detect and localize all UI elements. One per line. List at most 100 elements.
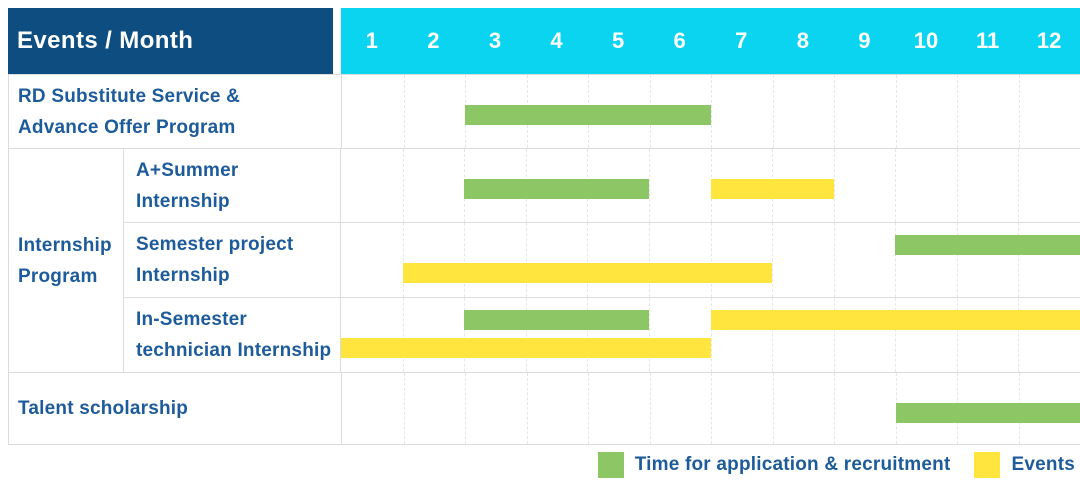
month-gridline — [833, 223, 835, 297]
month-gridline — [956, 298, 958, 372]
row-label-in-semester-technician: In-Semester technician Internship — [124, 298, 340, 372]
month-gridline — [711, 373, 712, 444]
month-label: 12 — [1036, 28, 1062, 53]
month-label: 6 — [673, 28, 686, 53]
legend-item-events: Events — [974, 452, 1075, 478]
gantt-bar-application — [464, 179, 649, 199]
table-row: Semester project Internship — [124, 222, 1080, 297]
month-gridline — [525, 298, 527, 372]
row-chart-area — [340, 298, 1080, 372]
table-row: Talent scholarship — [9, 372, 1080, 444]
internship-program-subrows: A+Summer Internship Semester project Int… — [124, 149, 1080, 372]
gantt-bar-application — [895, 403, 1080, 423]
gantt-bar-events — [710, 179, 834, 199]
row-chart-area — [340, 149, 1080, 222]
month-gridline — [465, 373, 466, 444]
month-gridline — [1018, 75, 1020, 148]
row-label-rd-substitute: RD Substitute Service & Advance Offer Pr… — [9, 75, 341, 148]
row-label-line: Internship — [136, 190, 230, 212]
table-header-row: Events / Month 1 2 3 4 5 6 7 8 9 10 11 12 — [8, 8, 1080, 74]
events-month-header: Events / Month — [8, 8, 333, 74]
month-gridline — [833, 298, 835, 372]
month-gridline — [587, 298, 589, 372]
legend-label: Time for application & recruitment — [634, 454, 951, 475]
gantt-bar-events — [402, 263, 773, 283]
month-gridline — [834, 373, 835, 444]
month-gridline — [895, 75, 897, 148]
row-label-line: Semester project — [136, 234, 294, 255]
row-label-line: Talent scholarship — [18, 398, 189, 419]
row-label-semester-project: Semester project Internship — [124, 223, 340, 297]
row-label-line: technician Internship — [136, 340, 332, 361]
row-chart-area — [341, 75, 1080, 148]
month-gridline — [710, 298, 712, 372]
month-gridline — [1018, 149, 1020, 222]
row-label-line: RD Substitute Service & — [18, 85, 241, 107]
month-gridline — [648, 223, 650, 297]
month-label: 9 — [858, 28, 871, 53]
month-header-row: 1 2 3 4 5 6 7 8 9 10 11 12 — [341, 8, 1080, 74]
month-label: 10 — [913, 28, 939, 53]
month-label: 3 — [488, 28, 502, 53]
month-gridline — [772, 223, 774, 297]
month-gridline — [956, 223, 958, 297]
legend-swatch-green — [597, 452, 624, 478]
table-row: In-Semester technician Internship — [124, 297, 1080, 372]
month-gridline — [957, 75, 958, 148]
row-label-line: Advance Offer Program — [18, 116, 236, 138]
table-body: RD Substitute Service & Advance Offer Pr… — [8, 74, 1080, 445]
month-gridline — [710, 223, 712, 297]
gantt-bar-application — [464, 310, 649, 330]
month-gridline — [772, 298, 774, 372]
month-gridline — [464, 298, 466, 372]
gantt-bar-events — [341, 338, 711, 358]
month-gridline — [895, 298, 897, 372]
month-gridline — [526, 373, 528, 444]
legend-label: Events — [1011, 454, 1075, 475]
row-chart-area — [340, 223, 1080, 297]
month-gridline — [587, 223, 589, 297]
month-gridline — [1018, 223, 1020, 297]
month-gridline — [1018, 298, 1020, 372]
row-label-line: A+Summer — [136, 159, 239, 181]
month-gridline — [402, 223, 404, 297]
gantt-bar-application — [895, 235, 1080, 255]
month-gridline — [464, 223, 466, 297]
table-row: RD Substitute Service & Advance Offer Pr… — [9, 74, 1080, 148]
month-gridline — [648, 298, 650, 372]
header-gap — [333, 8, 341, 74]
group-label-line: Internship Program — [18, 234, 112, 287]
group-label-internship-program: Internship Program — [9, 149, 124, 372]
month-gridline — [956, 149, 958, 222]
gantt-bar-application — [465, 105, 711, 125]
month-gridline — [402, 298, 404, 372]
month-gridline — [648, 149, 650, 222]
month-label: 4 — [550, 28, 563, 53]
month-label: 11 — [975, 28, 1000, 53]
month-gridline — [525, 223, 527, 297]
month-gridline — [402, 149, 404, 222]
month-gridline — [834, 75, 835, 148]
table-row: A+Summer Internship — [124, 149, 1080, 222]
month-gridline — [895, 223, 897, 297]
row-label-line: Internship — [136, 265, 230, 286]
month-gridline — [403, 75, 405, 148]
internship-program-group: Internship Program A+Summer Internship S… — [9, 148, 1080, 372]
legend-item-application: Time for application & recruitment — [597, 452, 951, 478]
events-month-table: Events / Month 1 2 3 4 5 6 7 8 9 10 11 12 RD Substi… — [8, 8, 1080, 445]
row-label-line: In-Semester — [136, 309, 247, 330]
month-label: 5 — [611, 28, 625, 53]
row-label-talent-scholarship: Talent scholarship — [9, 373, 341, 444]
month-gridline — [772, 373, 774, 444]
month-gridline — [403, 373, 405, 444]
gantt-bar-events — [710, 310, 1080, 330]
legend-swatch-yellow — [974, 452, 1001, 478]
month-label: 7 — [735, 28, 748, 53]
row-label-a-plus-summer: A+Summer Internship — [124, 149, 340, 222]
month-gridline — [895, 149, 897, 222]
month-gridline — [588, 373, 589, 444]
month-gridline — [649, 373, 651, 444]
month-gridline — [833, 149, 835, 222]
legend: Time for application & recruitment Event… — [597, 452, 1075, 478]
